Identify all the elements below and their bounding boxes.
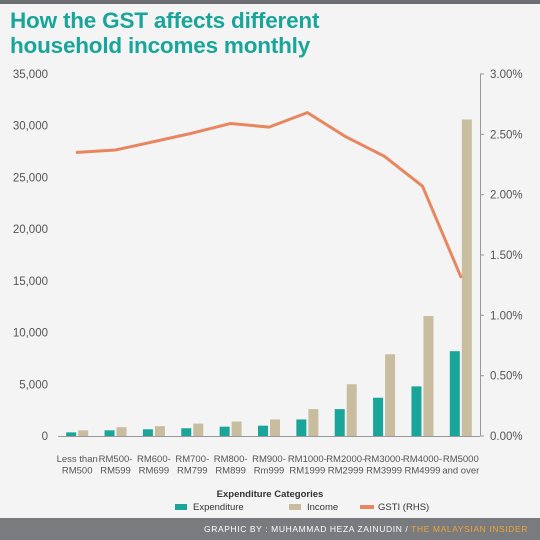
x-tick-label: RM4000-: [403, 454, 442, 465]
x-tick-label: RM500: [62, 466, 93, 477]
y-tick-label: 5,000: [19, 379, 48, 391]
x-tick-label: RM700-: [175, 454, 209, 465]
chart-title: How the GST affects different household …: [10, 8, 530, 58]
bar-income: [154, 426, 165, 436]
y2-tick-label: 2.00%: [490, 190, 523, 202]
x-tick-label: RM3999: [366, 466, 402, 477]
y-tick-label: 15,000: [13, 276, 48, 288]
x-tick-label: RM4999: [404, 466, 440, 477]
bar-income: [346, 384, 357, 436]
bar-expenditure: [142, 429, 153, 436]
x-tick-label: RM5000: [443, 454, 479, 465]
legend-swatch: [289, 504, 301, 510]
x-tick-label: RM3000-: [365, 454, 404, 465]
legend-label: Expenditure: [193, 502, 244, 513]
bar-income: [461, 119, 472, 436]
bar-income: [308, 409, 319, 436]
y2-tick-label: 1.50%: [490, 250, 523, 262]
x-tick-label: RM800-: [214, 454, 248, 465]
x-tick-label: RM600-: [137, 454, 171, 465]
x-tick-label: Less than: [57, 454, 98, 465]
bar-income: [423, 316, 434, 436]
x-tick-label: Rm999: [254, 466, 285, 477]
x-tick-label: RM2000-: [326, 454, 365, 465]
y2-tick-label: 2.50%: [490, 129, 523, 141]
x-tick-label: RM799: [177, 466, 208, 477]
bar-income: [231, 421, 242, 436]
legend-swatch: [360, 505, 374, 509]
bar-income: [270, 419, 280, 436]
x-tick-label: RM699: [139, 466, 170, 477]
bar-expenditure: [411, 386, 422, 436]
title-line-1: How the GST affects different: [10, 8, 320, 33]
x-tick-label: RM900-: [252, 454, 286, 465]
y2-tick-label: 1.00%: [490, 310, 523, 322]
footer-credit-bar: GRAPHIC BY : MUHAMMAD HEZA ZAINUDIN / TH…: [0, 518, 540, 540]
x-tick-label: RM500-: [99, 454, 133, 465]
x-tick-label: RM899: [215, 466, 246, 477]
x-tick-label: and over: [442, 466, 479, 477]
bar-expenditure: [258, 425, 268, 436]
footer-separator: /: [402, 524, 412, 534]
gsti-line: [75, 111, 463, 279]
y2-tick-label: 0.00%: [490, 431, 523, 443]
x-tick-label: RM599: [100, 466, 131, 477]
legend-label: GSTI (RHS): [378, 502, 429, 513]
footer-credit: GRAPHIC BY : MUHAMMAD HEZA ZAINUDIN: [204, 524, 403, 534]
y-tick-label: 20,000: [13, 224, 48, 236]
y-tick-label: 10,000: [13, 328, 48, 340]
title-line-2: household incomes monthly: [10, 33, 311, 58]
y-tick-label: 0: [42, 431, 48, 443]
bar-expenditure: [66, 432, 77, 436]
bar-expenditure: [373, 397, 384, 436]
bar-income: [193, 423, 204, 436]
x-tick-label: RM2999: [328, 466, 364, 477]
y-tick-label: 35,000: [13, 69, 48, 81]
bar-income: [78, 430, 89, 436]
x-tick-label: RM1000-: [288, 454, 327, 465]
x-tick-label: RM1999: [289, 466, 325, 477]
bar-expenditure: [449, 351, 460, 436]
legend-swatch: [175, 504, 187, 510]
y-tick-label: 25,000: [13, 172, 48, 184]
legend-label: Income: [307, 502, 338, 513]
bar-expenditure: [181, 428, 192, 436]
x-axis-title: Expenditure Categories: [217, 489, 324, 500]
bar-income: [385, 354, 396, 436]
footer-publisher: THE MALAYSIAN INSIDER: [411, 524, 528, 534]
bar-expenditure: [219, 426, 230, 436]
top-bar: [0, 0, 540, 4]
y2-tick-label: 0.50%: [490, 371, 523, 383]
bar-expenditure: [104, 430, 115, 436]
y2-tick-label: 3.00%: [490, 69, 523, 81]
y-tick-label: 30,000: [13, 121, 48, 133]
bar-expenditure: [296, 419, 307, 436]
bar-expenditure: [334, 409, 345, 436]
bar-income: [116, 427, 127, 436]
